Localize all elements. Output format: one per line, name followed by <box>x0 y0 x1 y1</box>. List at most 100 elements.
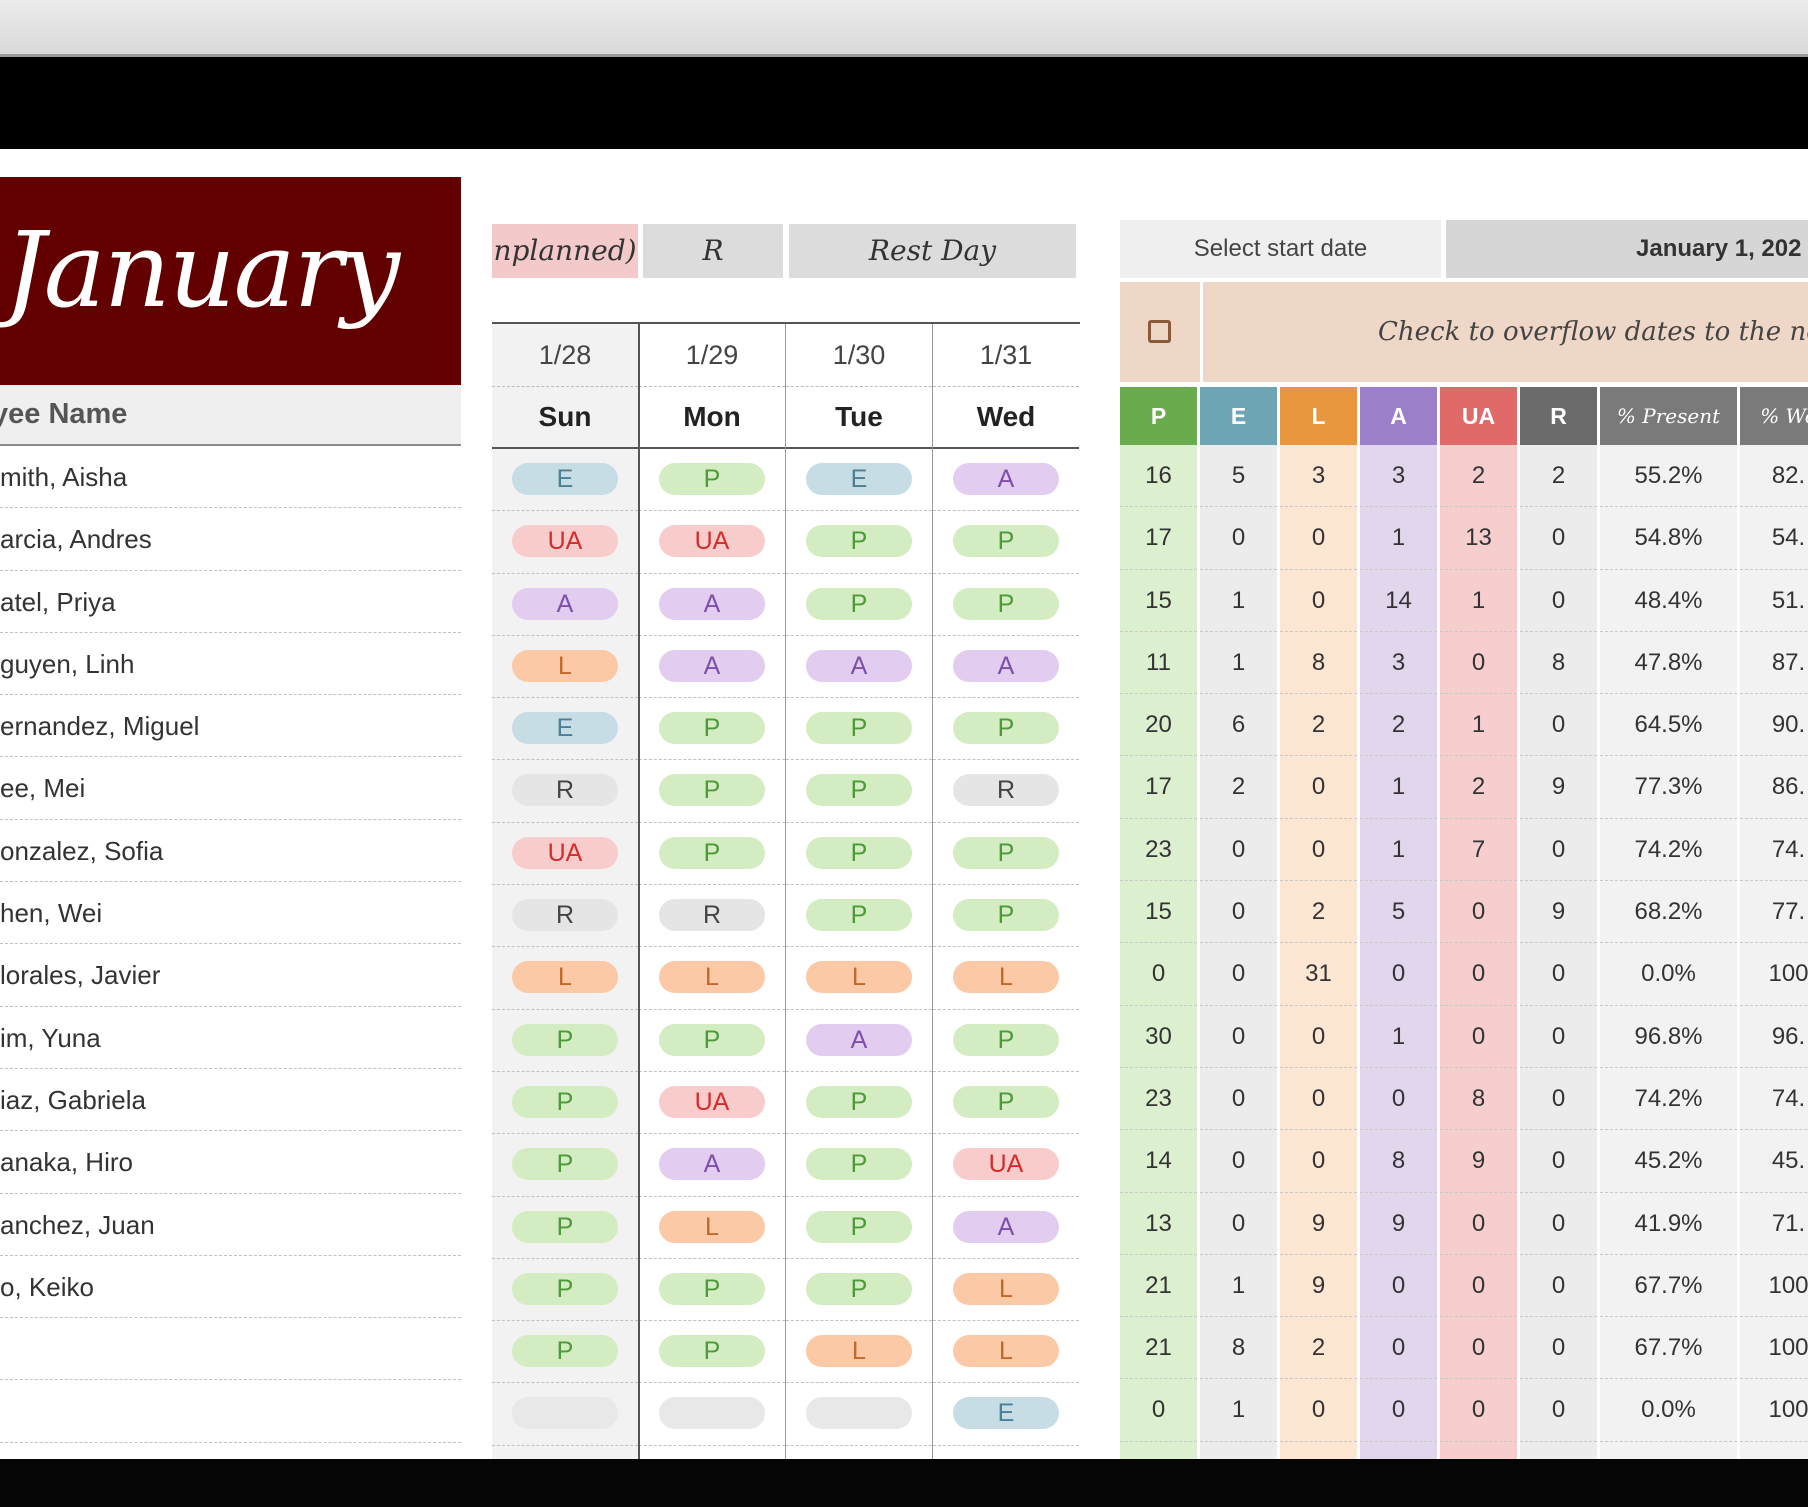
status-pill[interactable]: R <box>512 774 618 807</box>
attendance-cell[interactable]: A <box>786 636 932 699</box>
status-pill[interactable]: P <box>806 1148 912 1181</box>
status-pill[interactable]: P <box>659 712 765 745</box>
attendance-cell[interactable]: P <box>933 698 1079 761</box>
status-pill[interactable]: A <box>806 649 912 682</box>
attendance-cell[interactable]: E <box>786 449 932 512</box>
attendance-cell[interactable]: L <box>492 636 638 699</box>
status-pill[interactable]: P <box>806 899 912 932</box>
status-pill[interactable]: L <box>512 649 618 682</box>
status-pill[interactable]: R <box>659 899 765 932</box>
attendance-cell[interactable]: P <box>786 823 932 886</box>
status-pill[interactable]: P <box>953 1023 1059 1056</box>
status-pill[interactable]: E <box>953 1397 1059 1430</box>
status-pill[interactable]: E <box>806 463 912 495</box>
attendance-cell[interactable]: E <box>492 449 638 512</box>
status-pill[interactable]: E <box>512 712 618 745</box>
status-pill[interactable]: P <box>512 1148 618 1181</box>
status-pill[interactable]: UA <box>512 836 618 869</box>
attendance-cell[interactable]: R <box>492 760 638 823</box>
status-pill[interactable]: UA <box>953 1148 1059 1181</box>
status-pill[interactable]: UA <box>512 525 618 558</box>
attendance-cell[interactable]: L <box>639 947 785 1010</box>
status-pill[interactable]: P <box>512 1085 618 1118</box>
attendance-cell[interactable]: L <box>639 1197 785 1259</box>
status-pill[interactable]: R <box>953 774 1059 807</box>
attendance-cell[interactable]: E <box>492 698 638 761</box>
status-pill[interactable]: P <box>659 836 765 869</box>
status-pill[interactable]: A <box>659 649 765 682</box>
attendance-cell[interactable]: P <box>639 760 785 823</box>
attendance-cell[interactable]: P <box>639 1321 785 1384</box>
attendance-cell[interactable]: P <box>786 698 932 761</box>
status-pill[interactable]: L <box>659 1210 765 1243</box>
status-pill[interactable]: P <box>512 1335 618 1368</box>
status-pill[interactable]: A <box>953 1210 1059 1243</box>
attendance-cell[interactable]: P <box>933 885 1079 948</box>
attendance-cell[interactable]: P <box>786 511 932 574</box>
status-pill[interactable]: L <box>659 961 765 994</box>
attendance-cell[interactable]: P <box>639 698 785 761</box>
attendance-cell[interactable]: P <box>492 1259 638 1322</box>
attendance-cell[interactable]: P <box>639 1259 785 1322</box>
attendance-cell[interactable]: A <box>933 636 1079 699</box>
attendance-cell[interactable]: UA <box>639 1072 785 1135</box>
attendance-cell[interactable]: A <box>639 574 785 636</box>
attendance-cell[interactable]: P <box>786 885 932 948</box>
attendance-cell[interactable]: P <box>492 1197 638 1259</box>
status-pill[interactable]: P <box>953 712 1059 745</box>
attendance-cell[interactable] <box>786 1383 932 1446</box>
status-pill[interactable]: UA <box>659 525 765 558</box>
attendance-cell[interactable]: UA <box>492 511 638 574</box>
attendance-cell[interactable]: E <box>933 1383 1079 1446</box>
status-pill[interactable]: L <box>806 1335 912 1368</box>
status-pill[interactable]: P <box>806 587 912 620</box>
attendance-cell[interactable]: P <box>492 1134 638 1197</box>
attendance-cell[interactable]: R <box>933 760 1079 823</box>
start-date-select[interactable]: January 1, 202 <box>1446 220 1808 278</box>
attendance-cell[interactable]: A <box>639 636 785 699</box>
status-pill[interactable]: L <box>953 1335 1059 1368</box>
status-pill[interactable]: P <box>512 1210 618 1243</box>
status-pill[interactable]: P <box>512 1023 618 1056</box>
attendance-cell[interactable]: P <box>786 1134 932 1197</box>
attendance-cell[interactable]: UA <box>639 511 785 574</box>
attendance-cell[interactable]: UA <box>492 823 638 886</box>
attendance-cell[interactable]: L <box>933 1259 1079 1322</box>
attendance-cell[interactable]: R <box>492 885 638 948</box>
status-pill[interactable]: P <box>806 525 912 558</box>
attendance-cell[interactable]: A <box>639 1134 785 1197</box>
status-pill[interactable]: UA <box>659 1085 765 1118</box>
attendance-cell[interactable]: UA <box>933 1134 1079 1197</box>
status-pill[interactable]: P <box>806 1210 912 1243</box>
attendance-cell[interactable] <box>492 1383 638 1446</box>
attendance-cell[interactable]: P <box>786 760 932 823</box>
attendance-cell[interactable]: A <box>933 1197 1079 1259</box>
status-pill[interactable] <box>512 1397 618 1430</box>
attendance-cell[interactable]: P <box>639 823 785 886</box>
attendance-cell[interactable] <box>639 1383 785 1446</box>
status-pill[interactable]: P <box>953 899 1059 932</box>
status-pill[interactable]: R <box>512 899 618 932</box>
status-pill[interactable]: L <box>953 961 1059 994</box>
attendance-cell[interactable]: P <box>786 1259 932 1322</box>
attendance-cell[interactable]: L <box>933 947 1079 1010</box>
status-pill[interactable]: A <box>806 1023 912 1056</box>
status-pill[interactable]: L <box>512 961 618 994</box>
attendance-cell[interactable]: P <box>786 1072 932 1135</box>
overflow-checkbox[interactable] <box>1148 320 1171 343</box>
status-pill[interactable]: P <box>953 587 1059 620</box>
attendance-cell[interactable]: L <box>786 1321 932 1384</box>
status-pill[interactable]: P <box>953 525 1059 558</box>
status-pill[interactable]: P <box>659 463 765 495</box>
attendance-cell[interactable]: P <box>933 823 1079 886</box>
attendance-cell[interactable]: P <box>933 1072 1079 1135</box>
attendance-cell[interactable]: P <box>933 1010 1079 1072</box>
status-pill[interactable]: P <box>806 1085 912 1118</box>
attendance-cell[interactable]: P <box>639 1010 785 1072</box>
status-pill[interactable]: P <box>806 836 912 869</box>
attendance-cell[interactable]: L <box>786 947 932 1010</box>
attendance-cell[interactable]: P <box>492 1072 638 1135</box>
attendance-cell[interactable]: A <box>492 574 638 636</box>
status-pill[interactable]: P <box>659 774 765 807</box>
status-pill[interactable]: L <box>953 1272 1059 1305</box>
